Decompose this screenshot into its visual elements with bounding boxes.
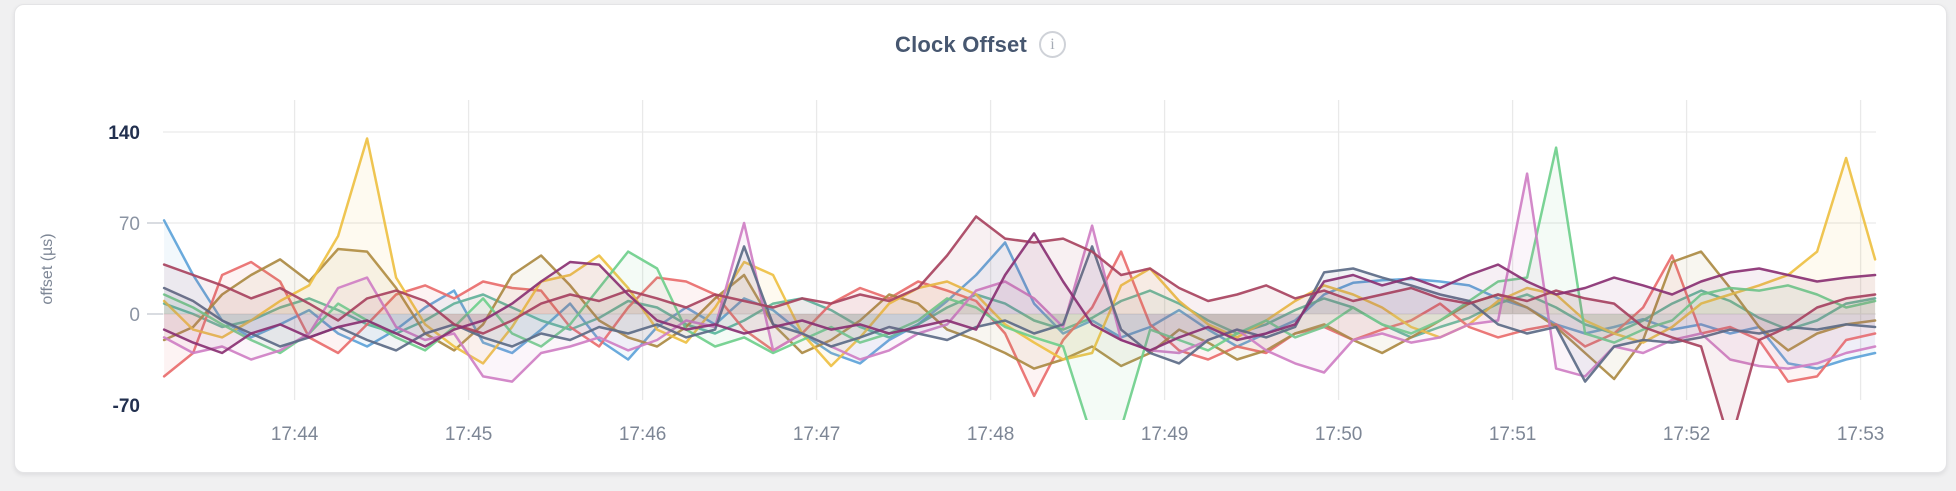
y-tick-label: 140	[108, 123, 140, 144]
chart-title: Clock Offset	[895, 31, 1027, 57]
y-tick-label: 0	[129, 305, 140, 326]
panel-header: Clock Offset i	[15, 31, 1946, 58]
x-tick-label: 17:46	[619, 424, 667, 445]
x-tick-label: 17:47	[793, 424, 841, 445]
x-tick-label: 17:49	[1141, 424, 1189, 445]
y-tick-label: 70	[119, 214, 140, 235]
x-tick-label: 17:53	[1837, 424, 1885, 445]
x-tick-label: 17:45	[445, 424, 493, 445]
y-axis-title: offset (µs)	[39, 233, 56, 304]
info-icon[interactable]: i	[1038, 31, 1066, 58]
x-tick-label: 17:52	[1663, 424, 1711, 445]
x-tick-label: 17:50	[1315, 424, 1363, 445]
x-tick-label: 17:44	[271, 424, 319, 445]
y-tick-label: -70	[113, 396, 140, 417]
x-tick-label: 17:48	[967, 424, 1015, 445]
x-tick-label: 17:51	[1489, 424, 1537, 445]
